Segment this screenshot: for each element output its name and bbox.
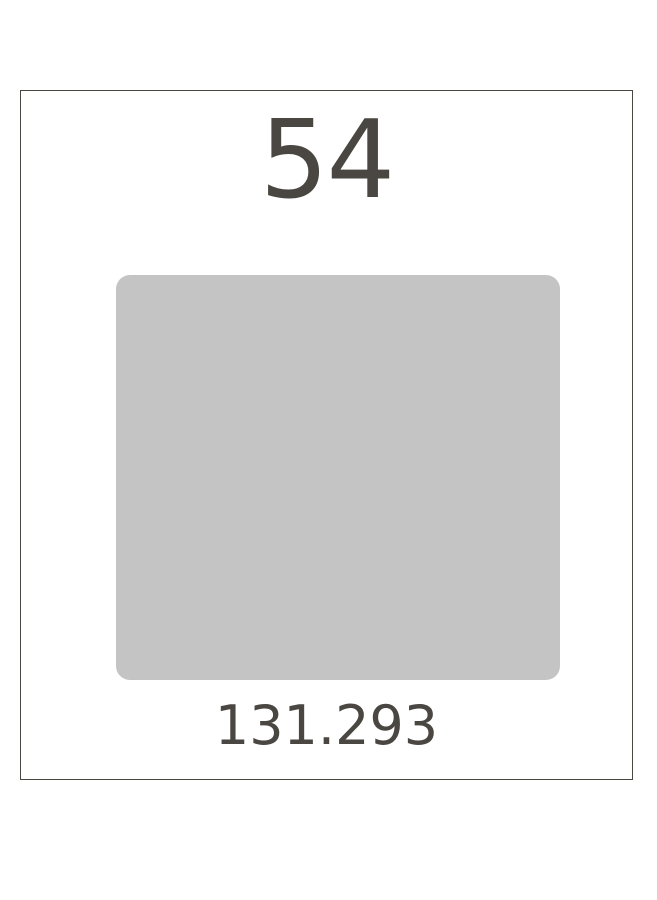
- atomic-number: 54: [259, 98, 395, 223]
- element-symbol-tile: [116, 275, 560, 680]
- element-card: 54 131.293: [20, 90, 633, 780]
- atomic-mass: 131.293: [214, 694, 439, 757]
